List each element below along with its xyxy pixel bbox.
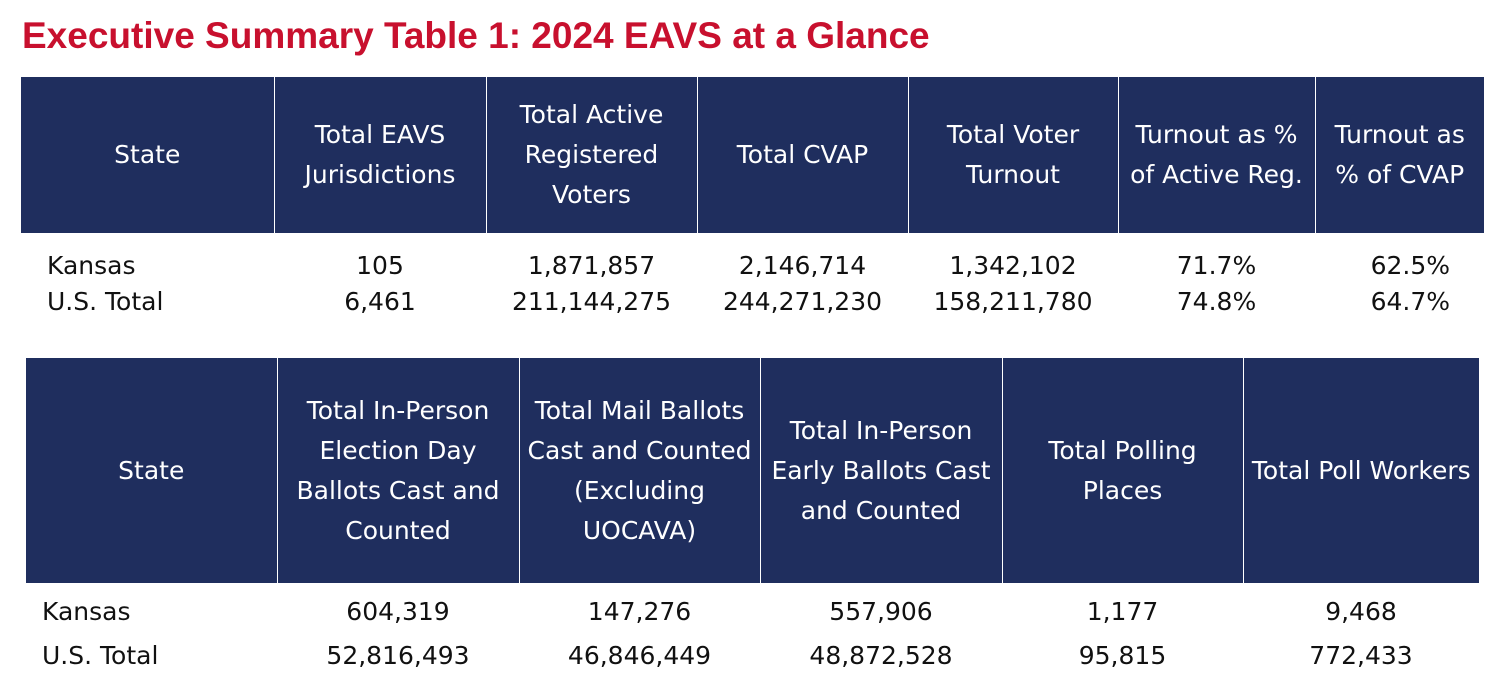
column-header-turnout-active-reg: Turnout as % of Active Reg. — [1117, 77, 1315, 233]
cell-active-registered: 211,144,275 — [511, 286, 672, 316]
cell-voter-turnout: 158,211,780 — [933, 286, 1093, 316]
cell-turnout-active-reg: 74.8% — [1176, 286, 1257, 316]
summary-table-turnout: State Total EAVS Jurisdictions Total Act… — [21, 77, 1484, 319]
column-header-election-day-ballots: Total In-Person Election Day Ballots Cas… — [276, 358, 519, 583]
table-row: Kansas 105 1,871,857 2,146,714 1,342,102… — [21, 233, 1484, 283]
cell-polling-places: 95,815 — [1078, 640, 1167, 670]
cell-early-ballots: 48,872,528 — [809, 640, 953, 670]
column-header-polling-places: Total Polling Places — [1001, 358, 1243, 583]
cell-mail-ballots: 46,846,449 — [567, 640, 712, 670]
table-row: U.S. Total 6,461 211,144,275 244,271,230… — [21, 283, 1484, 319]
cell-cvap: 244,271,230 — [722, 286, 883, 316]
cell-turnout-cvap: 64.7% — [1370, 286, 1450, 316]
column-header-mail-ballots: Total Mail Ballots Cast and Counted (Exc… — [518, 358, 760, 583]
column-header-voter-turnout: Total Voter Turnout — [907, 77, 1118, 233]
column-header-poll-workers: Total Poll Workers — [1242, 358, 1479, 583]
column-header-turnout-cvap: Turnout as % of CVAP — [1314, 77, 1484, 233]
column-header-jurisdictions: Total EAVS Jurisdictions — [273, 77, 486, 233]
cell-polling-places: 1,177 — [1086, 596, 1159, 626]
summary-table-ballots: State Total In-Person Election Day Ballo… — [26, 358, 1479, 677]
column-header-state: State — [21, 77, 274, 233]
cell-state: Kansas — [47, 250, 136, 280]
column-header-cvap: Total CVAP — [696, 77, 908, 233]
table-row: Kansas 604,319 147,276 557,906 1,177 9,4… — [26, 583, 1479, 633]
table-row: U.S. Total 52,816,493 46,846,449 48,872,… — [26, 633, 1479, 677]
cell-mail-ballots: 147,276 — [587, 596, 692, 626]
cell-state: U.S. Total — [47, 286, 164, 316]
cell-cvap: 2,146,714 — [738, 250, 867, 280]
cell-voter-turnout: 1,342,102 — [949, 250, 1077, 280]
cell-turnout-active-reg: 71.7% — [1176, 250, 1257, 280]
cell-state: U.S. Total — [42, 640, 159, 670]
column-header-early-ballots: Total In-Person Early Ballots Cast and C… — [759, 358, 1002, 583]
cell-jurisdictions: 6,461 — [344, 286, 416, 316]
cell-turnout-cvap: 62.5% — [1370, 250, 1450, 280]
cell-election-day-ballots: 52,816,493 — [326, 640, 470, 670]
cell-state: Kansas — [42, 596, 131, 626]
page-title: Executive Summary Table 1: 2024 EAVS at … — [22, 15, 930, 56]
column-header-active-registered: Total Active Registered Voters — [485, 77, 697, 233]
table-header-row: State Total In-Person Election Day Ballo… — [26, 358, 1479, 583]
cell-poll-workers: 9,468 — [1325, 596, 1397, 626]
table-header-row: State Total EAVS Jurisdictions Total Act… — [21, 77, 1484, 233]
cell-election-day-ballots: 604,319 — [346, 596, 450, 626]
column-header-state: State — [26, 358, 277, 583]
cell-jurisdictions: 105 — [356, 250, 404, 280]
cell-early-ballots: 557,906 — [829, 596, 933, 626]
cell-poll-workers: 772,433 — [1309, 640, 1413, 670]
cell-active-registered: 1,871,857 — [527, 250, 656, 280]
